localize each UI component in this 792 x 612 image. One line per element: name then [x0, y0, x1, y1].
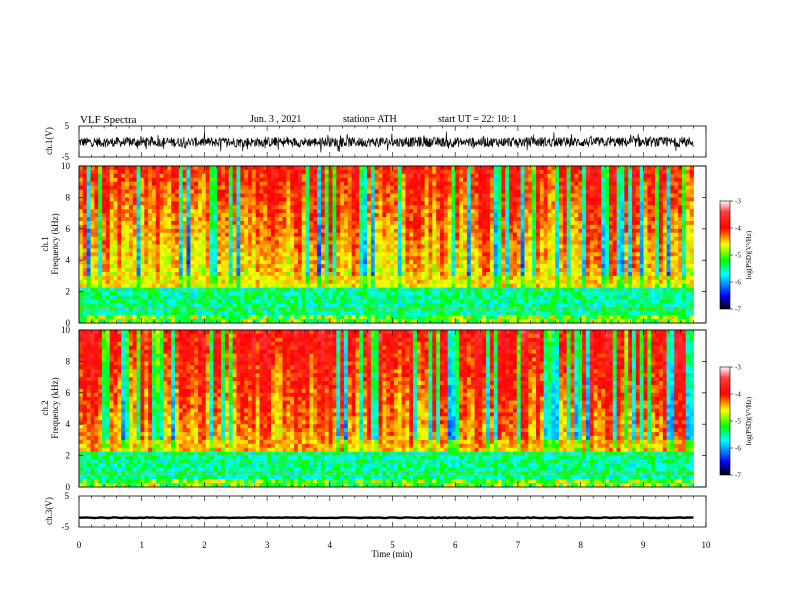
- ch1-spectrogram-panel: 10 8 6 4 2 0 ch.1 Frequency (kHz): [40, 161, 707, 328]
- start-time-label: start UT = 22: 10: 1: [438, 114, 518, 125]
- x-axis-tick-labels: 0 1 2 3 4 5 6 7 8 9 10: [77, 540, 711, 550]
- ch3-waveform-line: [79, 516, 694, 520]
- x-tick-label-0: 0: [77, 540, 82, 550]
- ch1-colorbar-label: log(PSD)(V²/Hz): [745, 230, 753, 279]
- x-tick-label-6: 6: [453, 540, 458, 550]
- ch1-colorbar-tick--7: -7: [735, 306, 741, 314]
- x-tick-label-9: 9: [641, 540, 646, 550]
- ch2-colorbar-tick--3: -3: [735, 364, 741, 372]
- ch1-waveform-line: [79, 131, 694, 153]
- ch1-spectrogram-ytick-8: 8: [66, 192, 71, 202]
- ch1-colorbar-tick--6: -6: [735, 279, 741, 287]
- ch2-spectrogram-ytick-2: 2: [66, 451, 71, 461]
- ch2-spectrogram-ytick-8: 8: [66, 356, 71, 366]
- ch2-ylabel-frequency: Frequency (kHz): [50, 377, 60, 438]
- ch2-colorbar-tick--5: -5: [735, 418, 741, 426]
- ch1-colorbar: -3 -4 -5 -6 -7 log(PSD)(V²/Hz): [719, 198, 753, 314]
- ch2-colorbar-tick--7: -7: [735, 472, 741, 480]
- chart-title: VLF Spectra: [80, 114, 137, 126]
- ch1-colorbar-tick--5: -5: [735, 252, 741, 260]
- ch1-spectrogram-ytick-2: 2: [66, 287, 71, 297]
- ch1-colorbar-tick--3: -3: [735, 198, 741, 206]
- x-tick-label-10: 10: [702, 540, 712, 550]
- x-axis-label: Time (min): [372, 549, 413, 559]
- ch2-spectrogram-ytick-10: 10: [61, 325, 71, 335]
- ch2-spectrogram-panel: 10 8 6 4 2 0 ch.2 Frequency (kHz): [40, 325, 707, 492]
- station-label: station= ATH: [343, 114, 397, 125]
- ch2-spectrogram-ytick-6: 6: [66, 388, 71, 398]
- ch3-ytick-bottom: -5: [62, 522, 70, 532]
- ch1-spectrogram-ytick-10: 10: [61, 161, 71, 171]
- ch1-ylabel-channel: ch.1: [40, 236, 50, 251]
- ch2-colorbar: -3 -4 -5 -6 -7 log(PSD)(V²/Hz): [719, 364, 753, 480]
- ch1-ylabel: ch.1(V): [44, 127, 54, 155]
- x-tick-label-8: 8: [578, 540, 583, 550]
- ch3-ylabel: ch.3(V): [44, 497, 54, 525]
- ch2-spectrogram: [79, 330, 694, 488]
- ch2-spectrogram-ytick-4: 4: [66, 419, 71, 429]
- x-tick-label-4: 4: [328, 540, 333, 550]
- x-tick-label-1: 1: [139, 540, 144, 550]
- ch1-spectrogram-ytick-4: 4: [66, 255, 71, 265]
- ch2-colorbar-label: log(PSD)(V²/Hz): [745, 396, 753, 445]
- x-tick-label-7: 7: [516, 540, 521, 550]
- ch3-waveform-panel: 5 -5 ch.3(V): [44, 491, 707, 532]
- x-axis-ticks: [78, 126, 707, 527]
- ch1-spectrogram-ytick-6: 6: [66, 224, 71, 234]
- ch3-ytick-top: 5: [65, 491, 70, 501]
- ch1-ylabel-frequency: Frequency (kHz): [50, 213, 60, 274]
- x-tick-label-3: 3: [265, 540, 270, 550]
- ch2-colorbar-tick--4: -4: [735, 391, 741, 399]
- ch1-ytick-bottom: -5: [62, 152, 70, 162]
- ch1-spectrogram: [79, 166, 694, 324]
- ch2-colorbar-tick--6: -6: [735, 445, 741, 453]
- x-tick-label-5: 5: [390, 540, 395, 550]
- ch1-ytick-top: 5: [65, 121, 70, 131]
- ch2-spectrogram-ytick-0: 0: [66, 482, 71, 492]
- x-tick-label-2: 2: [202, 540, 207, 550]
- ch1-waveform-panel: 5 -5 ch.1(V): [44, 121, 707, 162]
- ch2-ylabel-channel: ch.2: [40, 400, 50, 415]
- ch1-colorbar-tick--4: -4: [735, 225, 741, 233]
- ch1-spectrogram-ytick-0: 0: [66, 318, 71, 328]
- date-label: Jun. 3 , 2021: [250, 114, 302, 125]
